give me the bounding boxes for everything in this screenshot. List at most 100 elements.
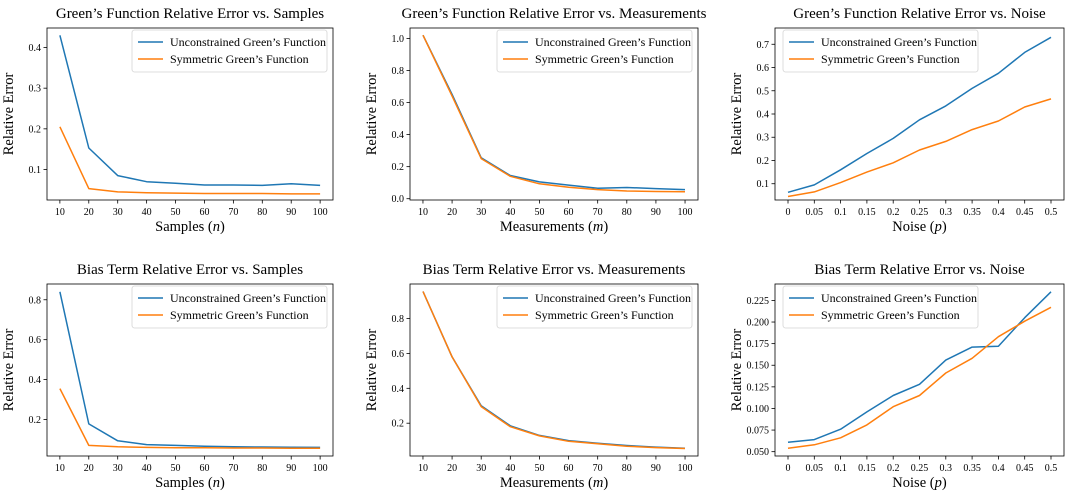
x-tick-label: 80	[257, 207, 267, 218]
x-tick-label: 0.45	[1016, 463, 1034, 474]
legend-box	[782, 285, 979, 329]
x-axis-label: Noise (p)	[892, 475, 947, 491]
x-tick-label: 60	[564, 463, 574, 474]
y-tick-label: 0.2	[29, 124, 42, 135]
x-tick-label: 70	[593, 463, 603, 474]
y-axis-label: Relative Error	[364, 329, 380, 412]
x-tick-label: 0.15	[858, 207, 876, 218]
x-tick-label: 30	[113, 463, 123, 474]
x-tick-label: 0.45	[1016, 207, 1034, 218]
chart-title: Bias Term Relative Error vs. Noise	[814, 262, 1025, 278]
x-tick-label: 50	[534, 463, 544, 474]
legend-label-2: Symmetric Green’s Function	[170, 52, 309, 66]
y-tick-label: 0.200	[747, 318, 770, 329]
legend: Unconstrained Green’s Function Symmetric …	[131, 29, 328, 73]
legend-label-1: Unconstrained Green’s Function	[170, 291, 326, 305]
x-axis-label-close: )	[603, 219, 608, 235]
chart-panel-6: 0 0.05 0.1 0.15 0.2 0.25 0.3 0.35 0.4 0.45 0.5 0.05…	[729, 262, 1065, 491]
x-axis-label: Noise (p)	[892, 219, 947, 235]
x-axis-label: Samples (n)	[155, 219, 225, 235]
chart-panel-2: 10 20 30 40 50 60 70 80 90 100 0.0 0.2 0.4 0.6 0.8 1.0 G…	[364, 6, 707, 235]
chart-title: Bias Term Relative Error vs. Samples	[77, 262, 303, 278]
y-tick-label: 0.2	[757, 156, 770, 167]
x-tick-label: 0	[786, 207, 791, 218]
x-tick-label: 0.2	[887, 463, 900, 474]
x-tick-label: 80	[257, 463, 267, 474]
y-axis-label: Relative Error	[729, 73, 745, 156]
x-tick-label: 90	[286, 207, 296, 218]
series-line-1	[59, 291, 321, 449]
chart-panel-5: 10 20 30 40 50 60 70 80 90 100 0.2 0.4 0.6 0.8 Bias Te…	[364, 262, 699, 491]
x-tick-label: 30	[113, 207, 123, 218]
x-tick-label: 0.25	[911, 463, 929, 474]
legend-label-2: Symmetric Green’s Function	[170, 308, 309, 322]
series-line-1	[787, 36, 1052, 194]
y-tick-label: 0.8	[392, 314, 405, 325]
y-tick-label: 0.6	[757, 63, 770, 74]
x-tick-label: 40	[142, 207, 152, 218]
chart-title: Green’s Function Relative Error vs. Meas…	[402, 6, 707, 22]
y-tick-label: 0.4	[29, 43, 42, 54]
y-tick-label: 0.0	[392, 194, 405, 205]
x-tick-label: 0.5	[1045, 207, 1058, 218]
y-tick-label: 0.125	[747, 382, 770, 393]
x-tick-label: 20	[447, 207, 457, 218]
legend-box	[496, 29, 693, 73]
y-tick-label: 0.6	[392, 349, 405, 360]
x-tick-label: 70	[228, 207, 238, 218]
plot-frame	[46, 283, 334, 457]
x-tick-label: 0	[786, 463, 791, 474]
x-tick-label: 80	[622, 463, 632, 474]
x-tick-label: 0.3	[940, 207, 953, 218]
y-tick-label: 0.050	[747, 447, 770, 458]
x-tick-label: 0.35	[963, 207, 981, 218]
y-tick-label: 0.175	[747, 339, 770, 350]
x-tick-label: 30	[476, 207, 486, 218]
x-axis-label: Measurements (m)	[500, 475, 609, 491]
x-axis-label-variable: n	[213, 219, 220, 235]
x-tick-label: 100	[313, 207, 328, 218]
legend-label-1: Unconstrained Green’s Function	[170, 35, 326, 49]
x-tick-label: 20	[447, 463, 457, 474]
x-tick-label: 20	[84, 463, 94, 474]
legend-box	[131, 285, 328, 329]
y-tick-label: 0.1	[29, 165, 42, 176]
x-tick-label: 60	[564, 207, 574, 218]
y-tick-label: 0.225	[747, 296, 770, 307]
x-tick-label: 100	[313, 463, 328, 474]
x-axis-label-variable: p	[934, 219, 942, 235]
legend: Unconstrained Green’s Function Symmetric …	[496, 285, 693, 329]
x-axis-label-close: )	[220, 219, 225, 235]
x-tick-label: 0.05	[806, 463, 824, 474]
x-axis-label-variable: n	[213, 475, 220, 491]
x-axis-label-close: )	[603, 475, 608, 491]
y-tick-label: 0.8	[392, 66, 405, 77]
x-tick-label: 0.15	[858, 463, 876, 474]
series-line-1	[787, 291, 1052, 443]
x-tick-label: 20	[84, 207, 94, 218]
x-tick-label: 0.25	[911, 207, 929, 218]
x-tick-label: 0.5	[1045, 463, 1058, 474]
series-line-2	[787, 98, 1052, 198]
x-tick-label: 10	[418, 207, 428, 218]
x-tick-label: 70	[593, 207, 603, 218]
x-axis-label-variable: m	[593, 475, 603, 491]
x-axis-label-close: )	[220, 475, 225, 491]
x-axis-label-text: Noise (	[892, 219, 934, 235]
legend: Unconstrained Green’s Function Symmetric …	[496, 29, 693, 73]
chart-title: Green’s Function Relative Error vs. Samp…	[56, 6, 324, 22]
x-tick-label: 90	[651, 463, 661, 474]
series-line-2	[59, 388, 321, 449]
y-tick-label: 0.2	[392, 162, 405, 173]
x-tick-label: 80	[622, 207, 632, 218]
x-axis-label-text: Measurements (	[500, 475, 593, 491]
legend: Unconstrained Green’s Function Symmetric …	[782, 285, 979, 329]
x-axis-label-variable: m	[593, 219, 603, 235]
legend-label-2: Symmetric Green’s Function	[821, 52, 960, 66]
plot-frame	[46, 27, 334, 201]
legend-label-1: Unconstrained Green’s Function	[535, 291, 691, 305]
series-line-2	[59, 126, 321, 195]
series-line-1	[59, 35, 321, 187]
y-tick-label: 0.4	[29, 375, 42, 386]
legend-box	[131, 29, 328, 73]
